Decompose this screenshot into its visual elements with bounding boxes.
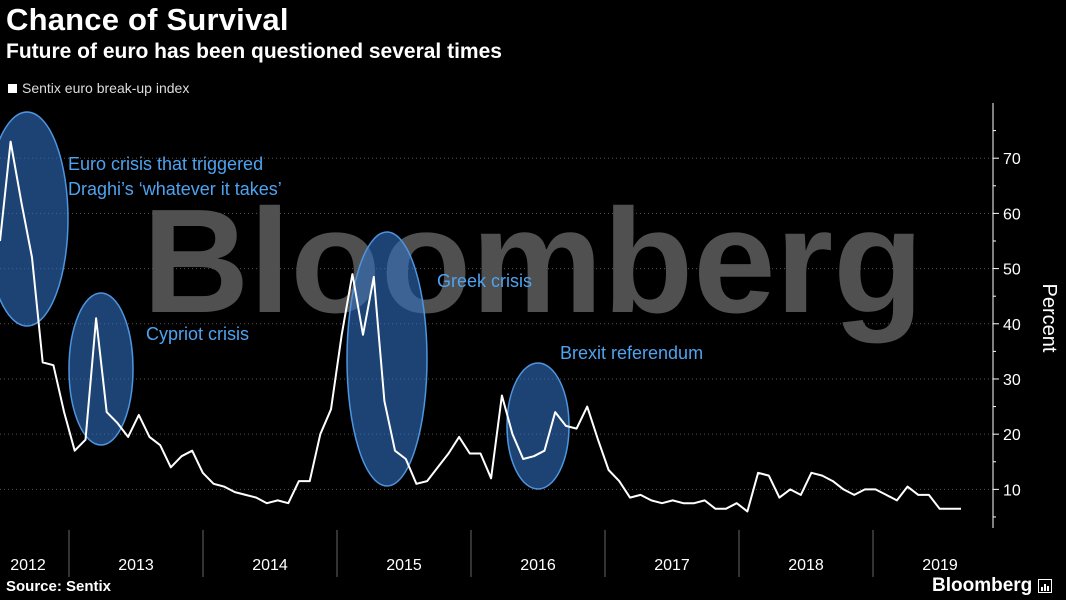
legend: Sentix euro break-up index xyxy=(8,80,189,96)
y-tick-label: 50 xyxy=(1003,262,1021,279)
y-tick-label: 60 xyxy=(1003,206,1021,223)
annotation-label: Euro crisis that triggered xyxy=(68,154,263,174)
x-tick-label: 2015 xyxy=(386,557,422,574)
annotation-label: Greek crisis xyxy=(437,271,532,291)
legend-label: Sentix euro break-up index xyxy=(22,80,190,96)
highlight-ellipse xyxy=(346,231,428,487)
x-tick-label: 2013 xyxy=(118,557,154,574)
y-tick-label: 20 xyxy=(1003,427,1021,444)
x-tick-label: 2017 xyxy=(654,557,690,574)
y-axis-title: Percent xyxy=(1038,284,1060,353)
x-tick-label: 2014 xyxy=(252,557,288,574)
chart-subtitle: Future of euro has been questioned sever… xyxy=(6,40,502,63)
x-tick-label: 2012 xyxy=(10,557,46,574)
annotation-label: Cypriot crisis xyxy=(146,324,249,344)
chart-icon xyxy=(1038,579,1053,593)
y-tick-label: 30 xyxy=(1003,372,1021,389)
annotation-label: Brexit referendum xyxy=(560,343,703,363)
chart-title: Chance of Survival xyxy=(6,2,289,37)
highlight-ellipse xyxy=(0,111,69,327)
brand-logo: Bloomberg xyxy=(932,575,1053,597)
highlight-ellipse xyxy=(506,362,570,490)
x-tick-label: 2019 xyxy=(922,557,958,574)
y-tick-label: 40 xyxy=(1003,317,1021,334)
watermark-text: Bloomberg xyxy=(142,179,923,344)
x-tick-label: 2018 xyxy=(788,557,824,574)
brand-label: Bloomberg xyxy=(932,575,1033,596)
y-tick-label: 10 xyxy=(1003,482,1021,499)
legend-swatch xyxy=(8,83,17,93)
source-note: Source: Sentix xyxy=(6,578,112,595)
x-tick-label: 2016 xyxy=(520,557,556,574)
y-tick-label: 70 xyxy=(1003,151,1021,168)
annotation-label: Draghi’s ‘whatever it takes’ xyxy=(68,179,282,199)
series-line xyxy=(0,140,961,513)
